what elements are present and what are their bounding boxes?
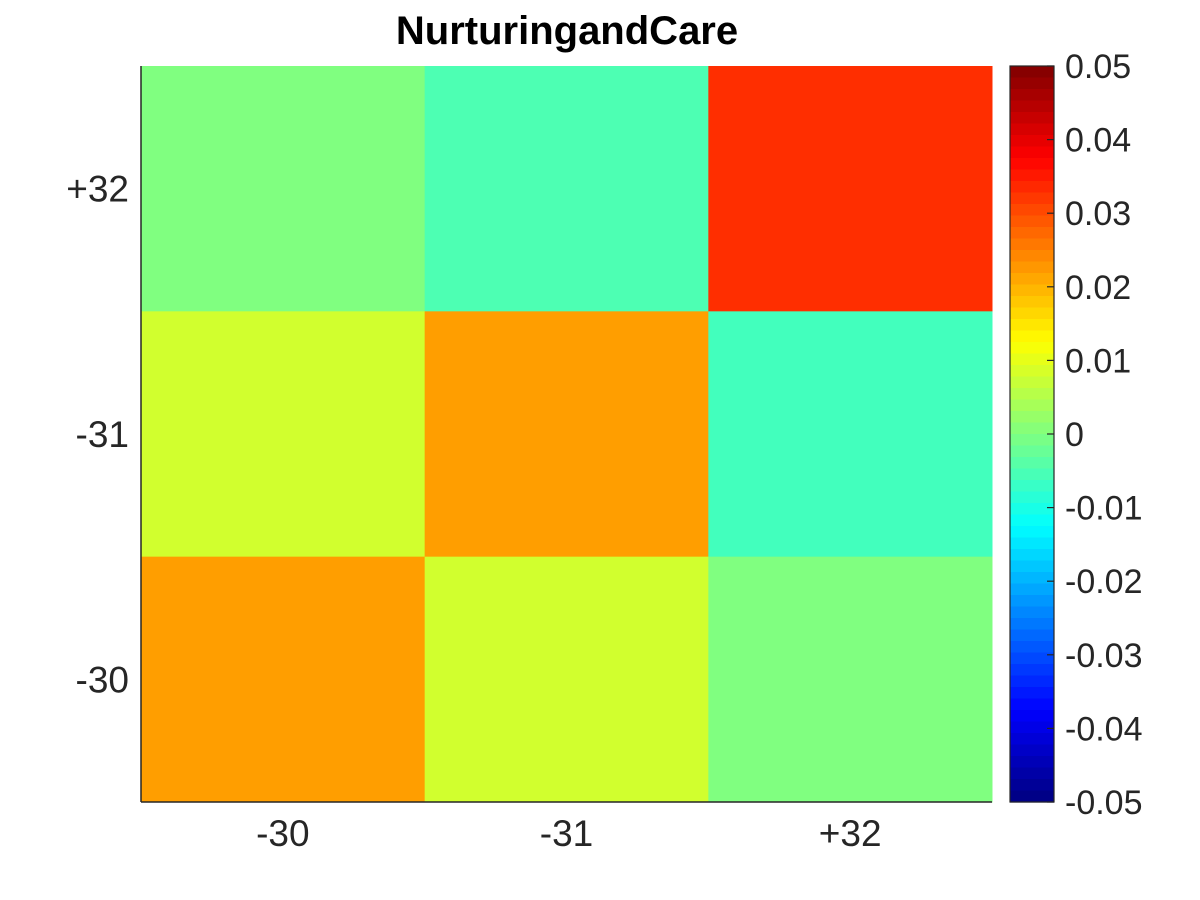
heatmap-cell (708, 556, 993, 803)
x-axis-ticks: -30 -31 +32 (256, 813, 881, 854)
colorbar-band (1010, 66, 1054, 79)
colorbar-band (1010, 434, 1054, 447)
colorbar-band (1010, 560, 1054, 573)
y-axis-ticks: +32 -31 -30 (66, 169, 129, 701)
colorbar-band (1010, 330, 1054, 343)
colorbar-tick-label: 0 (1065, 416, 1084, 454)
colorbar-band (1010, 514, 1054, 527)
heatmap-cell (141, 66, 426, 312)
colorbar-band (1010, 480, 1054, 493)
colorbar-band (1010, 284, 1054, 297)
colorbar-band (1010, 526, 1054, 539)
colorbar-band (1010, 319, 1054, 332)
colorbar-band (1010, 790, 1054, 803)
colorbar-band (1010, 629, 1054, 642)
chart-title: NurturingandCare (396, 9, 738, 53)
colorbar-band (1010, 204, 1054, 217)
x-tick-label: -31 (540, 813, 593, 854)
colorbar-band (1010, 687, 1054, 700)
colorbar-band (1010, 342, 1054, 355)
colorbar-band (1010, 710, 1054, 723)
colorbar-band (1010, 641, 1054, 654)
x-tick-label: -30 (256, 813, 309, 854)
y-tick-label: -31 (76, 414, 129, 455)
colorbar-band (1010, 491, 1054, 504)
colorbar-band (1010, 296, 1054, 309)
colorbar-band (1010, 215, 1054, 228)
colorbar-band (1010, 422, 1054, 435)
heatmap-cell (424, 311, 709, 558)
colorbar: 0.05 0.04 0.03 0.02 0.01 0 -0.01 -0.02 -0.03 -0.0… (1009, 48, 1143, 822)
colorbar-band (1010, 158, 1054, 171)
heatmap-cells (141, 66, 993, 803)
colorbar-band (1010, 664, 1054, 677)
colorbar-band (1010, 618, 1054, 631)
colorbar-band (1010, 733, 1054, 746)
colorbar-tick-label: -0.02 (1065, 563, 1143, 601)
heatmap-cell (708, 66, 993, 312)
colorbar-tick-label: 0.04 (1065, 122, 1131, 160)
colorbar-band (1010, 227, 1054, 240)
colorbar-band (1010, 89, 1054, 102)
colorbar-band (1010, 238, 1054, 251)
colorbar-band (1010, 583, 1054, 596)
colorbar-tick-label: -0.01 (1065, 490, 1143, 528)
colorbar-band (1010, 307, 1054, 320)
colorbar-band (1010, 721, 1054, 734)
colorbar-band (1010, 273, 1054, 286)
axes-frame (140, 66, 992, 803)
colorbar-band (1010, 675, 1054, 688)
colorbar-band (1010, 169, 1054, 182)
y-tick-label: -30 (76, 659, 129, 700)
colorbar-tick-label: 0.03 (1065, 195, 1131, 233)
colorbar-band (1010, 411, 1054, 424)
colorbar-band (1010, 365, 1054, 378)
heatmap-cell (708, 311, 993, 558)
colorbar-band (1010, 261, 1054, 274)
colorbar-tick-label: 0.05 (1065, 48, 1131, 86)
colorbar-band (1010, 192, 1054, 205)
colorbar-band (1010, 123, 1054, 136)
colorbar-band (1010, 77, 1054, 90)
colorbar-band (1010, 652, 1054, 665)
colorbar-tick-label: -0.03 (1065, 637, 1143, 675)
colorbar-band (1010, 388, 1054, 401)
colorbar-band (1010, 756, 1054, 769)
colorbar-band (1010, 353, 1054, 366)
heatmap-cell (424, 66, 709, 312)
colorbar-band (1010, 606, 1054, 619)
colorbar-band (1010, 250, 1054, 263)
colorbar-band (1010, 445, 1054, 458)
colorbar-tick-label: -0.04 (1065, 710, 1143, 748)
heatmap-cell (141, 311, 426, 558)
colorbar-band (1010, 767, 1054, 780)
colorbar-band (1010, 698, 1054, 711)
y-tick-label: +32 (66, 169, 129, 210)
colorbar-band (1010, 744, 1054, 757)
colorbar-band (1010, 549, 1054, 562)
heatmap-cell (424, 556, 709, 803)
colorbar-band (1010, 468, 1054, 481)
colorbar-band (1010, 537, 1054, 550)
x-tick-label: +32 (819, 813, 882, 854)
colorbar-band (1010, 376, 1054, 389)
colorbar-band (1010, 457, 1054, 470)
colorbar-band (1010, 135, 1054, 148)
colorbar-band (1010, 399, 1054, 412)
colorbar-band (1010, 100, 1054, 113)
colorbar-band (1010, 779, 1054, 792)
colorbar-band (1010, 503, 1054, 516)
colorbar-tick-label: 0.01 (1065, 342, 1131, 380)
colorbar-band (1010, 572, 1054, 585)
colorbar-band (1010, 181, 1054, 194)
colorbar-band (1010, 146, 1054, 159)
colorbar-band (1010, 595, 1054, 608)
colorbar-tick-label: 0.02 (1065, 269, 1131, 307)
colorbar-band (1010, 112, 1054, 125)
colorbar-tick-label: -0.05 (1065, 784, 1143, 822)
heatmap-cell (141, 556, 426, 803)
